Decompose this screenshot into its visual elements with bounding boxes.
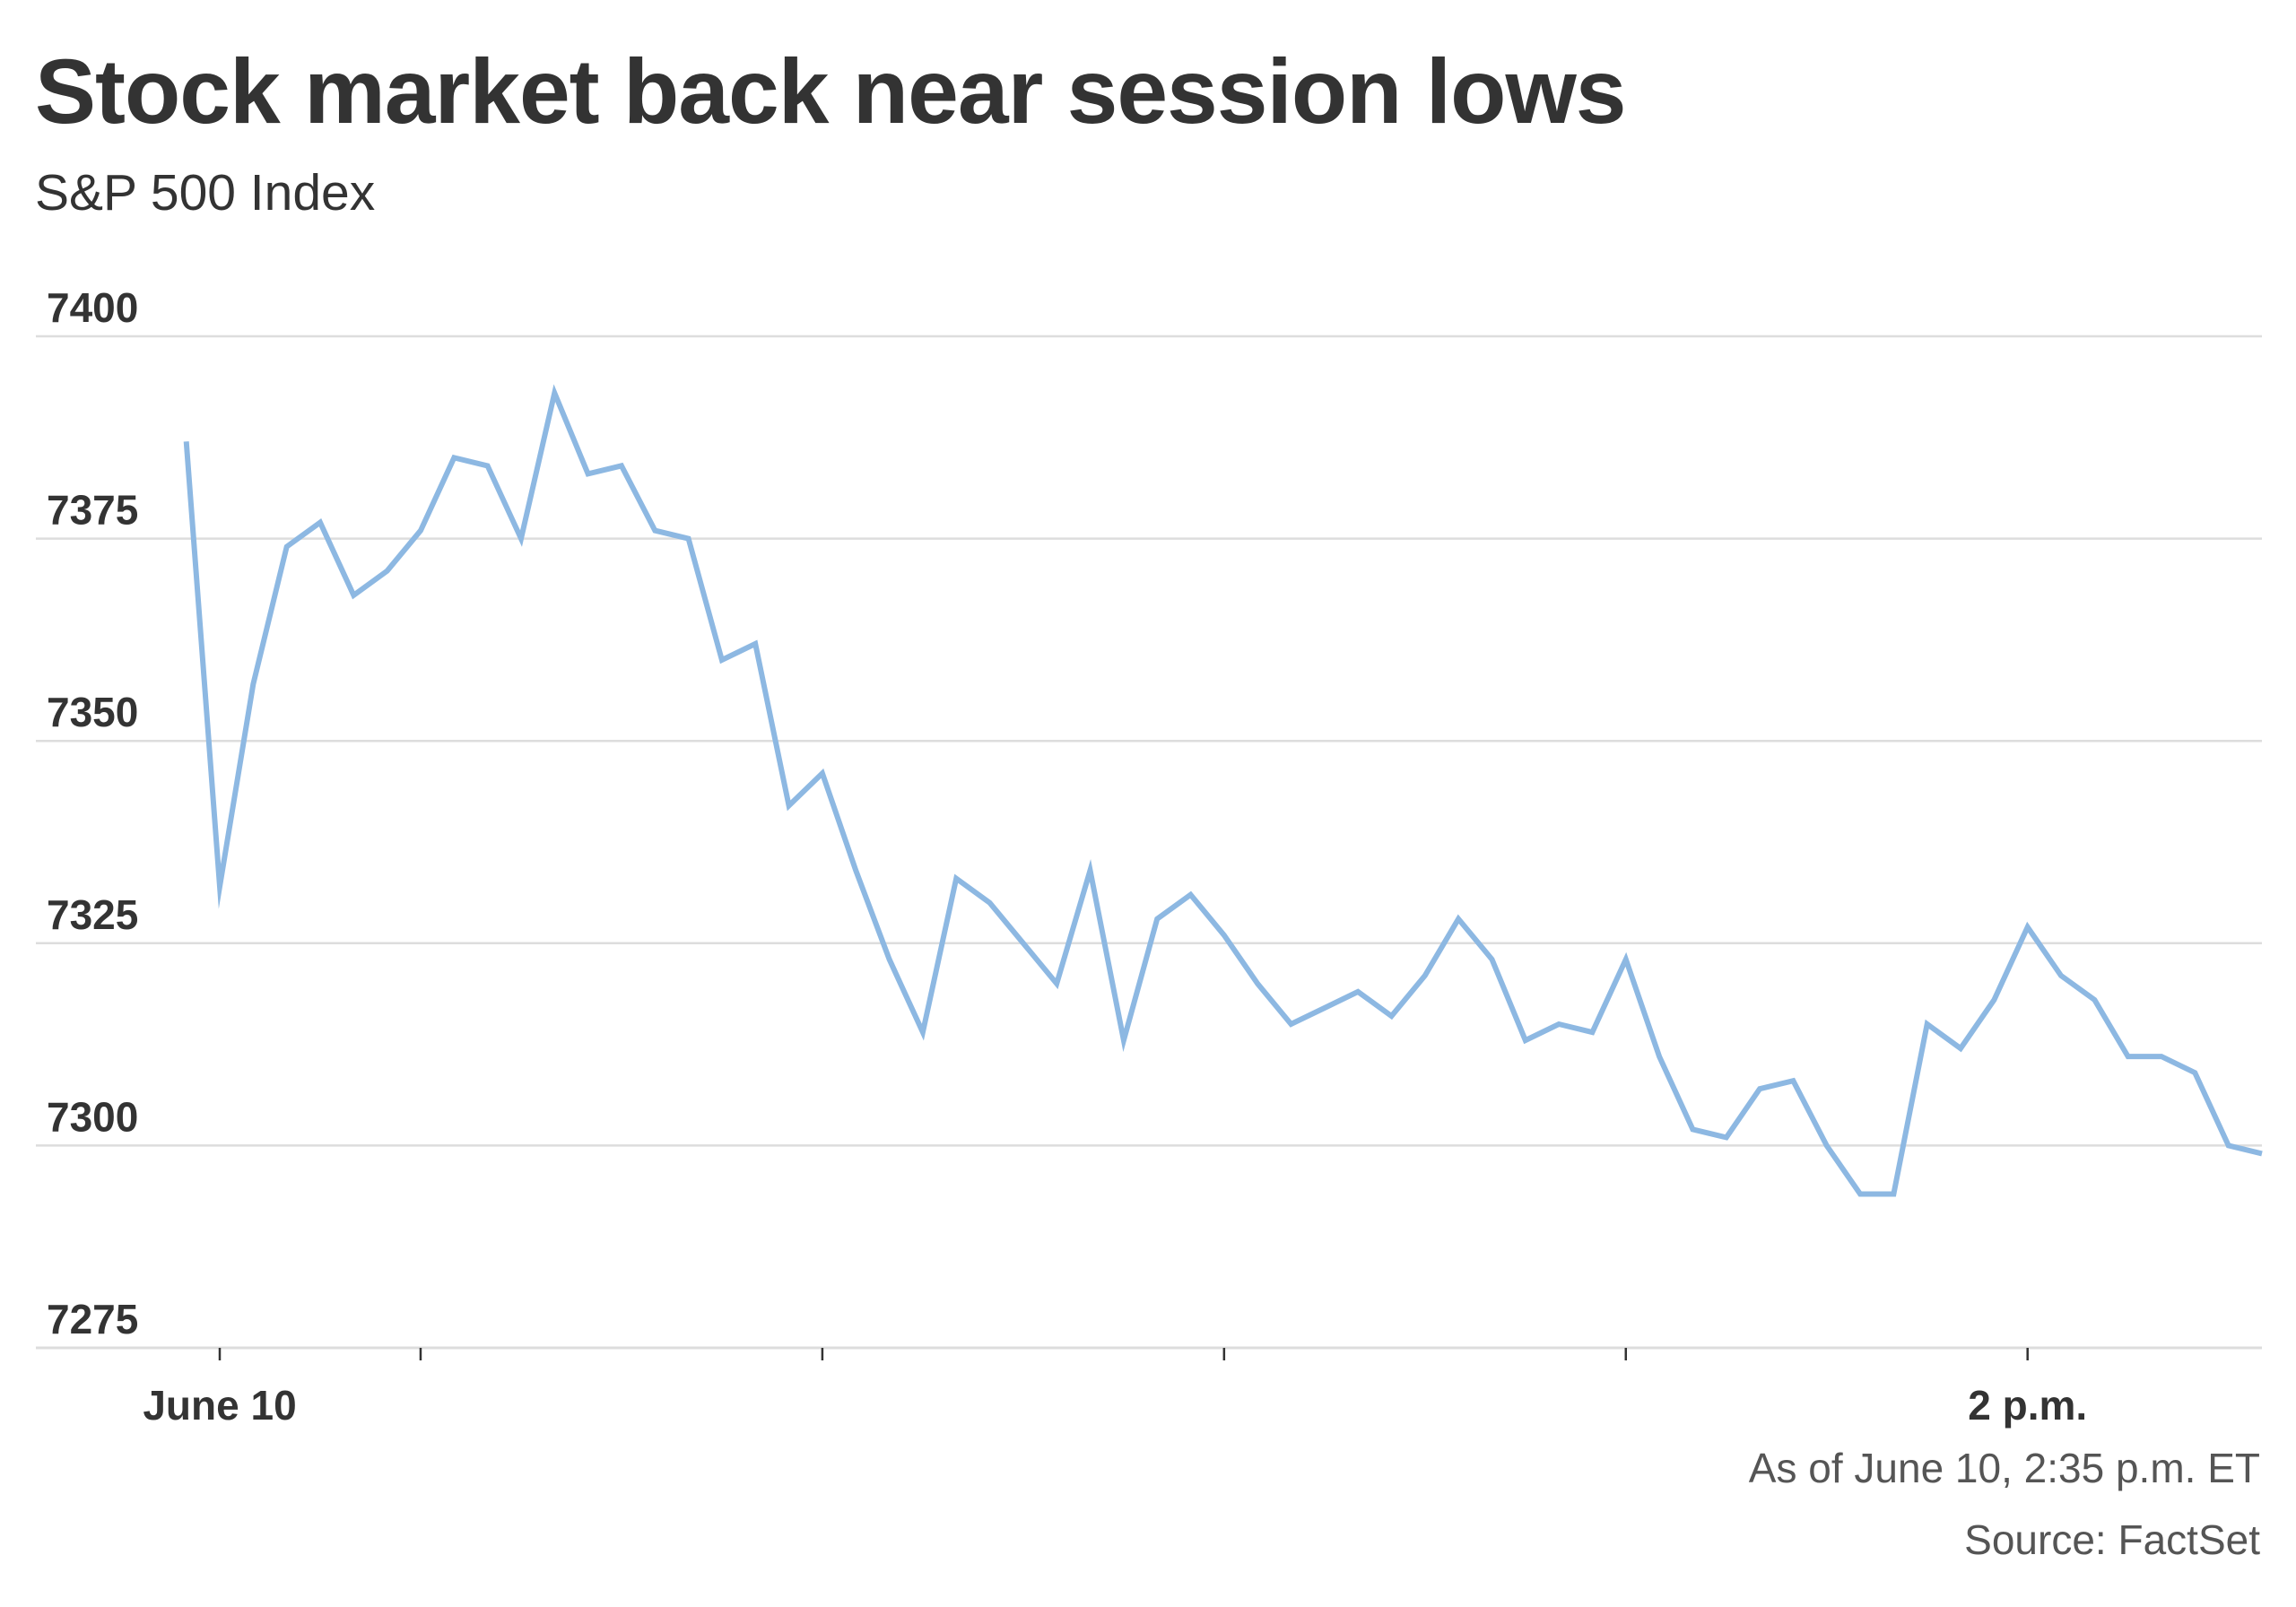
y-axis-ticks: 7400 7375 7350 7325 7300 7275 xyxy=(47,284,138,1342)
y-tick-label: 7300 xyxy=(47,1093,138,1140)
x-tick-label: June 10 xyxy=(143,1382,296,1429)
chart-title: Stock market back near session lows xyxy=(35,40,1627,143)
y-tick-label: 7325 xyxy=(47,891,138,938)
y-tick-label: 7400 xyxy=(47,284,138,331)
gridlines xyxy=(36,334,2262,1350)
series-layer xyxy=(183,384,2263,1197)
y-tick-label: 7275 xyxy=(47,1296,138,1342)
x-axis: June 10 2 p.m. xyxy=(143,1348,2087,1429)
y-tick-label: 7375 xyxy=(47,487,138,534)
chart-subtitle: S&P 500 Index xyxy=(35,164,376,222)
x-tick-label: 2 p.m. xyxy=(1968,1382,2087,1429)
y-tick-label: 7350 xyxy=(47,689,138,735)
as-of-note: As of June 10, 2:35 p.m. ET xyxy=(1748,1445,2260,1491)
series-line xyxy=(183,384,2263,1197)
source-note: Source: FactSet xyxy=(1964,1516,2260,1563)
